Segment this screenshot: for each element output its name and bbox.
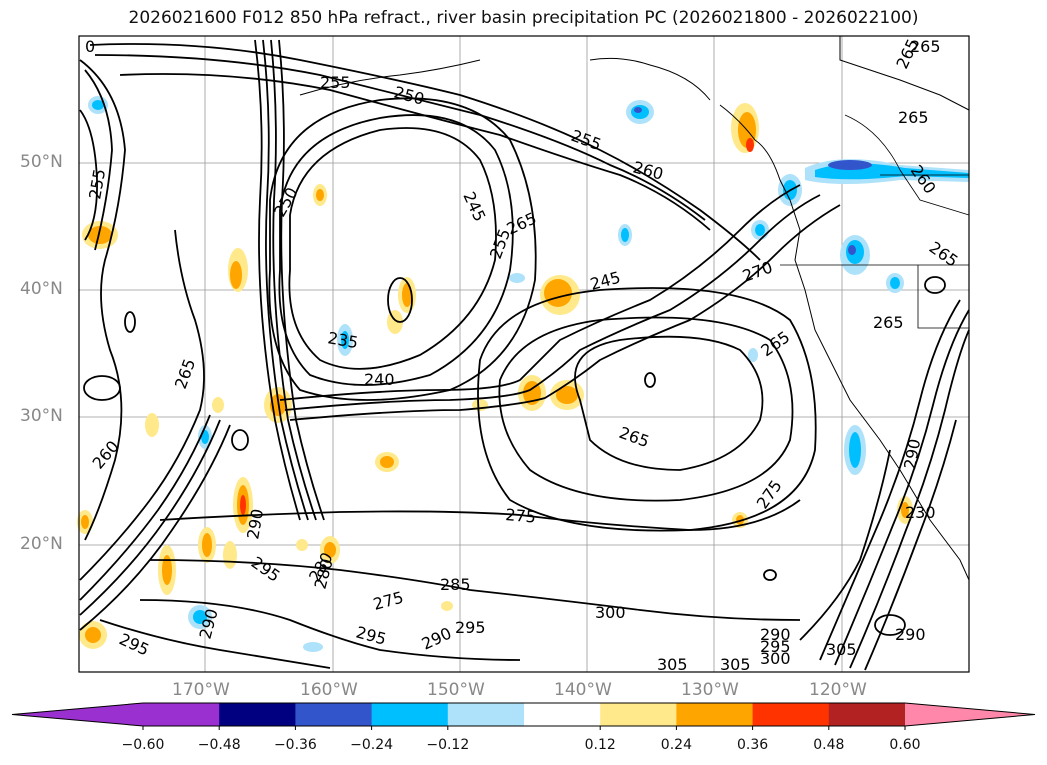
contour-label: 290	[760, 625, 791, 644]
colorbar-extend-low	[12, 703, 143, 726]
lon-label-130w: 130°W	[681, 680, 739, 700]
colorbar-segment	[676, 703, 754, 726]
contour-label: 305	[720, 655, 751, 674]
colorbar-tick-label: 0.36	[737, 737, 769, 753]
colorbar-segment	[371, 703, 449, 726]
lat-label-20n: 20°N	[20, 534, 63, 554]
contour-label: 300	[595, 603, 626, 622]
contour-label: 265	[910, 37, 941, 56]
contour-label: 265	[873, 313, 904, 332]
colorbar-tick-label: 0.48	[813, 737, 845, 753]
colorbar	[11, 702, 1036, 730]
lon-label-140w: 140°W	[554, 680, 612, 700]
colorbar-tick-label: 0.12	[584, 737, 616, 753]
contour-label: 305	[657, 655, 688, 674]
colorbar-tick-label: −0.60	[121, 737, 165, 753]
lon-label-160w: 160°W	[300, 680, 358, 700]
colorbar-segment	[219, 703, 296, 726]
map-title: 2026021600 F012 850 hPa refract., river …	[128, 8, 919, 28]
colorbar-tick-label: 0.24	[660, 737, 692, 753]
lat-label-50n: 50°N	[20, 152, 63, 172]
colorbar-tick-label: −0.24	[350, 737, 394, 753]
colorbar-segment	[752, 703, 830, 726]
colorbar-segment	[600, 703, 677, 726]
contour-label: 305	[826, 640, 857, 659]
lat-label-30n: 30°N	[20, 406, 63, 426]
contour-label: 295	[455, 618, 486, 637]
colorbar-segment	[447, 703, 525, 726]
colorbar-segment	[295, 703, 373, 726]
contour-label: 230	[905, 503, 936, 522]
contour-label: 265	[898, 108, 929, 127]
contour-label: 255	[320, 73, 351, 92]
contour-label: 240	[364, 370, 395, 389]
contour-label: 275	[505, 505, 537, 527]
contour-label: 285	[440, 575, 471, 594]
contour-label: 290	[895, 625, 926, 644]
colorbar-segment	[524, 703, 601, 726]
lon-label-120w: 120°W	[809, 680, 867, 700]
coastlines	[299, 36, 970, 581]
gridlines	[79, 36, 969, 672]
lon-label-170w: 170°W	[172, 680, 230, 700]
contour-label: 0	[85, 37, 95, 56]
colorbar-segment	[143, 703, 220, 726]
contours	[79, 39, 970, 671]
plot-border	[78, 35, 970, 673]
plot-area	[79, 36, 969, 672]
colorbar-tick-label: −0.36	[273, 737, 317, 753]
lat-label-40n: 40°N	[20, 279, 63, 299]
colorbar-segment	[828, 703, 906, 726]
contour-label: 295	[760, 637, 791, 656]
colorbar-tick-label: −0.48	[197, 737, 241, 753]
colorbar-tick-label: −0.12	[426, 737, 470, 753]
colorbar-extend-high	[905, 703, 1035, 726]
colorbar-tick-label: 0.60	[889, 737, 921, 753]
lon-label-150w: 150°W	[427, 680, 485, 700]
contour-label: 300	[760, 649, 791, 668]
